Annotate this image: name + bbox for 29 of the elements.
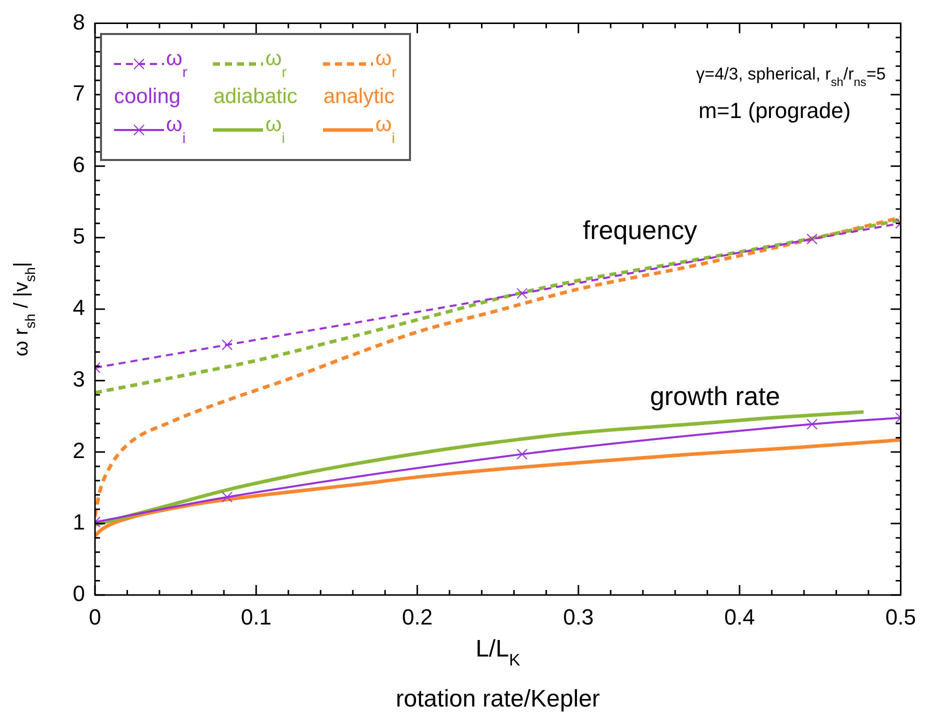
x-tick-label: 0.3	[563, 604, 594, 630]
annotation: m=1 (prograde)	[698, 98, 851, 124]
x-tick-label: 0.2	[402, 604, 433, 630]
x-tick-label: 0.1	[240, 604, 272, 630]
y-tick-label: 4	[72, 295, 85, 320]
y-tick-label: 3	[72, 366, 85, 392]
text: rotation rate/Kepler	[396, 686, 600, 713]
legend-label: ω$_{r}$	[265, 47, 287, 81]
y-axis-title: ω rsh / |vsh|	[10, 262, 38, 356]
annotation: adiabatic	[213, 85, 298, 109]
y-tick-label: 8	[72, 9, 85, 34]
legend-label: ω$_{i}$	[375, 113, 396, 147]
annotation: growth rate	[650, 381, 780, 412]
legend-label: ω$_{i}$	[265, 113, 285, 147]
legend-label: ω$_{r}$	[375, 47, 397, 81]
y-tick-label: 0	[72, 581, 85, 606]
x-tick-label: 0.5	[885, 604, 916, 630]
y-tick-label: 7	[72, 80, 85, 106]
x-tick-label: 0	[88, 604, 102, 630]
annotation: frequency	[582, 215, 698, 246]
legend-label: ω$_{i}$	[166, 113, 186, 147]
annotation: cooling	[114, 85, 182, 109]
legend-label: ω$_{r}$	[166, 47, 188, 81]
y-tick-label: 1	[72, 510, 85, 535]
y-tick-label: 5	[72, 224, 85, 249]
x-tick-label: 0.4	[724, 604, 755, 630]
y-tick-label: 6	[72, 152, 85, 178]
y-tick-label: 2	[72, 438, 85, 464]
annotation: analytic	[323, 85, 396, 109]
